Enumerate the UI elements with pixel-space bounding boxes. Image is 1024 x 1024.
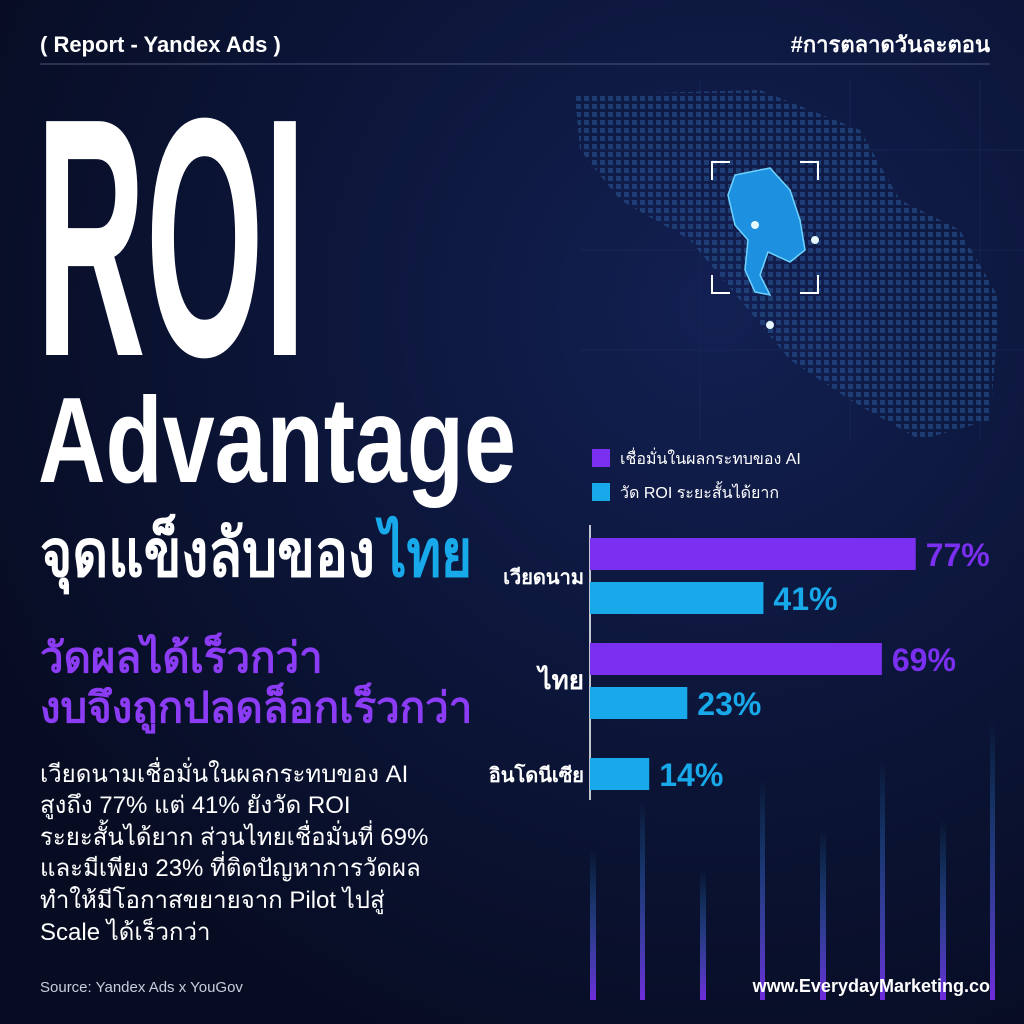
report-label: ( Report - Yandex Ads ): [40, 32, 281, 57]
legend-label: เชื่อมั่นในผลกระทบของ AI: [620, 447, 801, 468]
value-label: 41%: [773, 581, 837, 617]
category-label: ไทย: [536, 664, 584, 695]
map-glow: [751, 221, 819, 329]
title-advantage: Advantage: [38, 372, 516, 508]
body-text: และมีเพียง 23% ที่ติดปัญหาการวัดผล: [40, 851, 421, 882]
spectrum-decoration: [590, 720, 995, 1000]
legend-label: วัด ROI ระยะสั้นได้ยาก: [620, 481, 779, 502]
source: Source: Yandex Ads x YouGov: [40, 979, 243, 996]
body-text: ระยะสั้นได้ยาก ส่วนไทยเชื่อมั่นที่ 69%: [40, 819, 428, 851]
body-text: เวียดนามเชื่อมั่นในผลกระทบของ AI: [40, 757, 408, 788]
bar: [590, 538, 916, 570]
body-text: ทำให้มีโอกาสขยายจาก Pilot ไปสู่: [40, 886, 385, 915]
body-text: Scale ได้เร็วกว่า: [40, 917, 210, 946]
category-label: อินโดนีเซีย: [489, 763, 584, 787]
legend-swatch: [592, 483, 610, 501]
subtitle: จุดแข็งลับของ: [40, 513, 375, 595]
bar: [590, 582, 764, 614]
focus-bracket: [711, 161, 819, 294]
bar-chart: เชื่อมั่นในผลกระทบของ AI วัด ROI ระยะสั้น…: [489, 447, 990, 800]
value-label: 69%: [892, 642, 956, 678]
value-label: 77%: [926, 537, 990, 573]
headline: งบจึงถูกปลดล็อกเร็วกว่า: [40, 682, 472, 734]
bar: [590, 687, 688, 719]
value-label: 14%: [659, 757, 723, 793]
headline: วัดผลได้เร็วกว่า: [40, 632, 323, 681]
bar: [590, 758, 650, 790]
subtitle-highlight: ไทย: [375, 515, 472, 590]
value-label: 23%: [697, 686, 761, 722]
category-label: เวียดนาม: [503, 566, 584, 589]
thailand-map: [727, 167, 806, 297]
legend-swatch: [592, 449, 610, 467]
website: www.EverydayMarketing.co: [752, 976, 990, 996]
title-roi: ROI: [36, 48, 306, 428]
map-dots: [575, 90, 1000, 440]
bar: [590, 643, 882, 675]
hashtag: #การตลาดวันละตอน: [791, 32, 990, 57]
body-text: สูงถึง 77% แต่ 41% ยังวัด ROI: [40, 792, 351, 820]
